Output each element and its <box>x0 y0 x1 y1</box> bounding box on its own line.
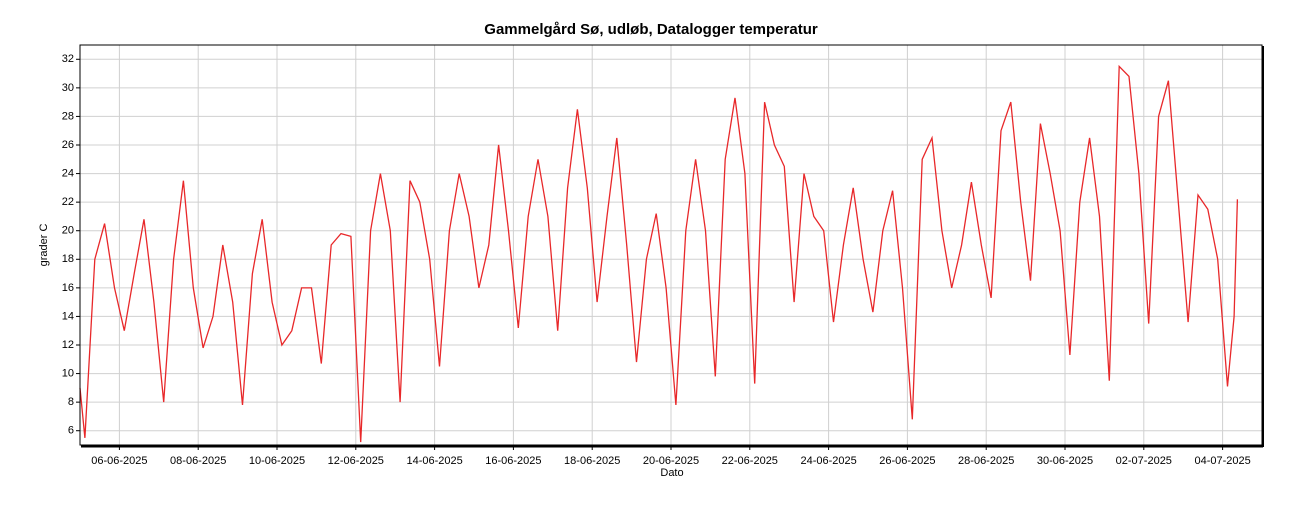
x-tick-label: 20-06-2025 <box>643 455 699 467</box>
x-tick-label: 16-06-2025 <box>485 455 541 467</box>
x-tick-label: 26-06-2025 <box>879 455 935 467</box>
x-tick-label: 04-07-2025 <box>1194 455 1250 467</box>
y-tick-label: 18 <box>62 253 74 265</box>
x-tick-label: 18-06-2025 <box>564 455 620 467</box>
x-tick-label: 06-06-2025 <box>91 455 147 467</box>
x-tick-label: 02-07-2025 <box>1116 455 1172 467</box>
chart-title: Gammelgård Sø, udløb, Datalogger tempera… <box>484 21 818 38</box>
x-tick-label: 10-06-2025 <box>249 455 305 467</box>
y-tick-label: 10 <box>62 367 74 379</box>
grid <box>80 45 1262 445</box>
y-tick-label: 24 <box>62 167 74 179</box>
x-tick-label: 08-06-2025 <box>170 455 226 467</box>
y-tick-label: 6 <box>68 425 74 437</box>
y-tick-label: 22 <box>62 196 74 208</box>
y-tick-label: 20 <box>62 225 74 237</box>
y-tick-label: 8 <box>68 396 74 408</box>
plot <box>79 64 1239 443</box>
x-tick-label: 30-06-2025 <box>1037 455 1093 467</box>
y-tick-label: 26 <box>62 139 74 151</box>
x-tick-label: 28-06-2025 <box>958 455 1014 467</box>
data-line <box>79 64 1239 443</box>
y-tick-label: 32 <box>62 53 74 65</box>
y-tick-label: 16 <box>62 282 74 294</box>
x-tick-label: 22-06-2025 <box>722 455 778 467</box>
x-tick-label: 14-06-2025 <box>406 455 462 467</box>
y-tick-label: 28 <box>62 110 74 122</box>
x-axis-label: Dato <box>660 467 683 479</box>
x-tick-label: 24-06-2025 <box>800 455 856 467</box>
y-axis-label: grader C <box>38 224 50 267</box>
y-tick-label: 30 <box>62 82 74 94</box>
y-tick-label: 14 <box>62 310 74 322</box>
x-tick-label: 12-06-2025 <box>328 455 384 467</box>
y-tick-label: 12 <box>62 339 74 351</box>
